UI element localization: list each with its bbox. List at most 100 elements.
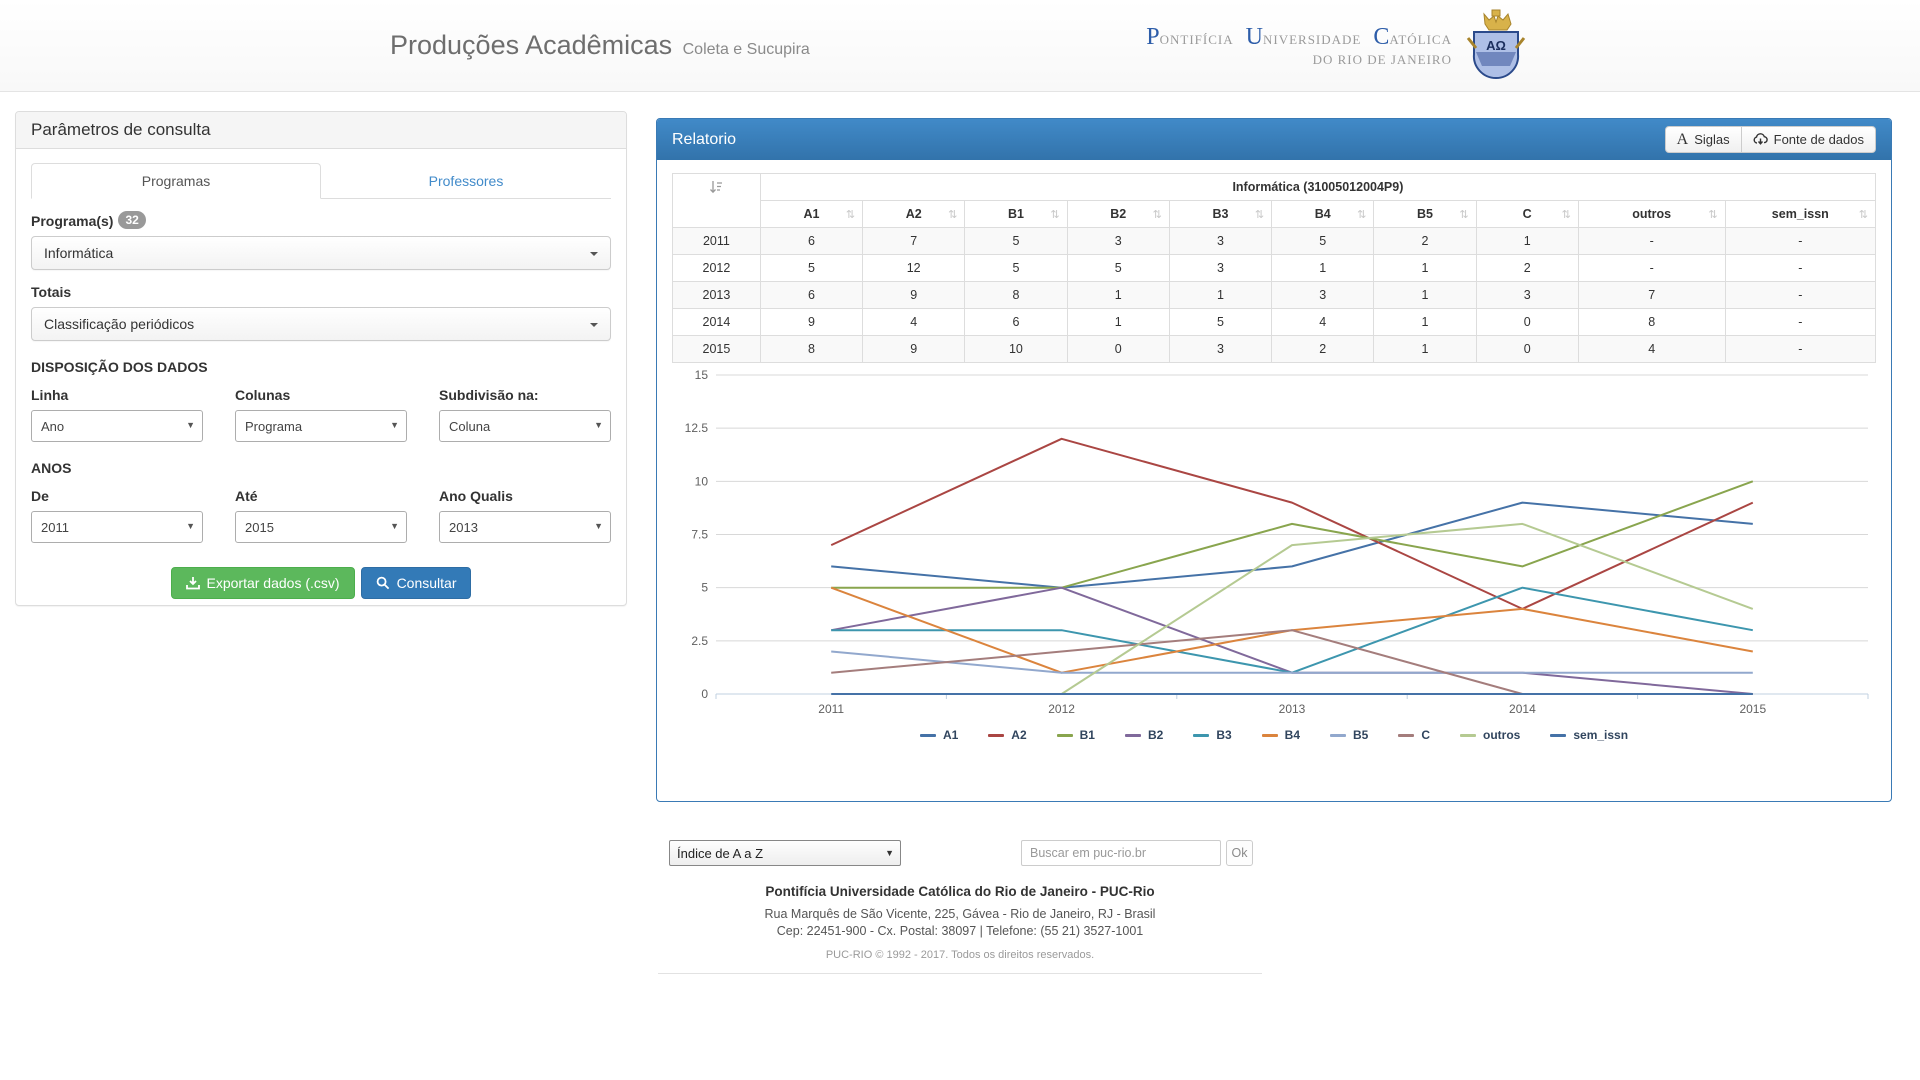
site-search-input[interactable] <box>1021 840 1221 866</box>
footer-address: Rua Marquês de São Vicente, 225, Gávea -… <box>764 907 1156 921</box>
value-cell: 5 <box>759 254 864 282</box>
value-cell: 12 <box>862 254 966 282</box>
value-cell: 1 <box>1373 281 1477 309</box>
ano-ate-select[interactable]: 2015 ▼ <box>235 511 407 543</box>
legend-swatch-icon <box>1398 733 1415 737</box>
value-cell: - <box>1577 254 1726 282</box>
value-cell: - <box>1724 227 1877 255</box>
sort-icon: ⇅ <box>1708 209 1718 221</box>
value-cell: - <box>1724 254 1877 282</box>
sort-icon: ⇅ <box>1152 209 1162 221</box>
subdivisao-label: Subdivisão na: <box>439 387 539 403</box>
linha-select[interactable]: Ano ▼ <box>31 410 203 442</box>
column-header-A2[interactable]: A2 ⇅ <box>862 200 966 228</box>
column-header-sem_issn[interactable]: sem_issn ⇅ <box>1724 200 1877 228</box>
value-cell: 9 <box>759 308 864 336</box>
legend-swatch-icon <box>1193 733 1210 737</box>
svg-text:2014: 2014 <box>1509 702 1536 716</box>
value-cell: 2 <box>1373 227 1477 255</box>
puc-rio-logo: Pontifícia Universidade Católica do Rio … <box>1138 8 1530 84</box>
logo-line1: Pontifícia Universidade Católica <box>1146 24 1452 50</box>
column-header-B1[interactable]: B1 ⇅ <box>964 200 1068 228</box>
search-ok-button[interactable]: Ok <box>1226 840 1253 866</box>
table-group-header[interactable]: Informática (31005012004P9) <box>759 173 1877 201</box>
app-subtitle: Coleta e Sucupira <box>682 41 810 58</box>
app-title: Produções Acadêmicas Coleta e Sucupira <box>390 30 810 61</box>
caret-down-icon <box>590 252 598 256</box>
year-cell: 2013 <box>672 281 761 309</box>
sort-icon: ⇅ <box>1858 209 1868 221</box>
legend-item-C[interactable]: C <box>1398 728 1430 742</box>
select-arrow-icon: ▼ <box>594 521 603 531</box>
column-header-B3[interactable]: B3 ⇅ <box>1168 200 1273 228</box>
programas-count-badge: 32 <box>118 211 146 229</box>
download-icon <box>185 577 200 590</box>
value-cell: 0 <box>1475 335 1579 363</box>
fonte-de-dados-button[interactable]: Fonte de dados <box>1741 126 1876 153</box>
select-arrow-icon: ▼ <box>885 848 894 858</box>
legend-item-B3[interactable]: B3 <box>1193 728 1232 742</box>
year-column-sort-header[interactable] <box>672 173 761 228</box>
value-cell: 4 <box>1577 335 1726 363</box>
legend-swatch-icon <box>1261 733 1278 737</box>
tab-programas[interactable]: Programas <box>31 163 321 199</box>
ano-qualis-select[interactable]: 2013 ▼ <box>439 511 611 543</box>
legend-item-sem_issn[interactable]: sem_issn <box>1550 728 1628 742</box>
sort-icon: ⇅ <box>1459 209 1469 221</box>
legend-swatch-icon <box>1460 733 1477 737</box>
legend-item-B2[interactable]: B2 <box>1124 728 1163 742</box>
ano-de-select[interactable]: 2011 ▼ <box>31 511 203 543</box>
legend-item-A2[interactable]: A2 <box>988 728 1027 742</box>
siglas-button[interactable]: A Siglas <box>1664 126 1742 153</box>
legend-item-B5[interactable]: B5 <box>1330 728 1368 742</box>
table-row: 2012 5 12 5 5 3 1 1 2- - <box>672 254 1877 282</box>
ano-de-label: De <box>31 488 49 504</box>
linha-label: Linha <box>31 387 69 403</box>
year-cell: 2015 <box>672 335 761 363</box>
legend-swatch-icon <box>988 733 1005 737</box>
value-cell: 5 <box>1168 308 1273 336</box>
svg-text:7.5: 7.5 <box>691 528 708 542</box>
totais-select[interactable]: Classificação periódicos <box>31 307 611 341</box>
colunas-select[interactable]: Programa ▼ <box>235 410 407 442</box>
sort-icon: ⇅ <box>1254 209 1265 221</box>
legend-item-A1[interactable]: A1 <box>919 728 958 742</box>
legend-item-B4[interactable]: B4 <box>1261 728 1300 742</box>
column-header-outros[interactable]: outros ⇅ <box>1577 200 1726 228</box>
value-cell: 7 <box>862 227 966 255</box>
report-line-chart: 0 2.5 5 7.5 10 12.5 15 2011 2012 2013 2014 2015 <box>685 368 1869 716</box>
series-line-A2 <box>830 437 1754 610</box>
report-chart-area: 0 2.5 5 7.5 10 12.5 15 2011 2012 2013 2014 2015 A1 A… <box>672 365 1876 742</box>
legend-item-outros[interactable]: outros <box>1460 728 1520 742</box>
column-header-B2[interactable]: B2 ⇅ <box>1066 200 1170 228</box>
query-parameters-panel: Parâmetros de consulta Programas Profess… <box>15 111 627 606</box>
report-table: Informática (31005012004P9) A1 ⇅ A2 ⇅ B1 ⇅ B2 ⇅ B… <box>672 173 1877 363</box>
subdivisao-select[interactable]: Coluna ▼ <box>439 410 611 442</box>
legend-swatch-icon <box>1330 733 1346 737</box>
value-cell: 8 <box>964 281 1068 309</box>
value-cell: 2 <box>1271 335 1375 363</box>
ano-ate-label: Até <box>235 488 258 504</box>
svg-text:ΑΩ: ΑΩ <box>1486 38 1506 53</box>
column-header-A1[interactable]: A1 ⇅ <box>759 200 864 228</box>
export-csv-button[interactable]: Exportar dados (.csv) <box>170 567 355 599</box>
index-a-z-select[interactable]: Índice de A a Z ▼ <box>669 840 901 866</box>
column-header-B4[interactable]: B4 ⇅ <box>1271 200 1375 228</box>
series-line-B1 <box>831 480 1754 589</box>
value-cell: 6 <box>759 281 864 309</box>
value-cell: - <box>1724 281 1877 309</box>
tab-professores[interactable]: Professores <box>428 173 504 189</box>
consultar-button[interactable]: Consultar <box>360 567 472 599</box>
svg-text:15: 15 <box>695 368 709 382</box>
column-header-C[interactable]: C ⇅ <box>1475 200 1579 228</box>
legend-item-B1[interactable]: B1 <box>1056 728 1095 742</box>
value-cell: 9 <box>862 335 966 363</box>
column-header-B5[interactable]: B5 ⇅ <box>1373 200 1477 228</box>
value-cell: 3 <box>1168 335 1273 363</box>
programa-select[interactable]: Informática <box>31 236 611 270</box>
search-icon <box>376 576 389 590</box>
caret-down-icon <box>590 323 598 327</box>
svg-text:2015: 2015 <box>1739 702 1766 716</box>
value-cell: 3 <box>1168 227 1273 255</box>
value-cell: - <box>1724 335 1877 363</box>
